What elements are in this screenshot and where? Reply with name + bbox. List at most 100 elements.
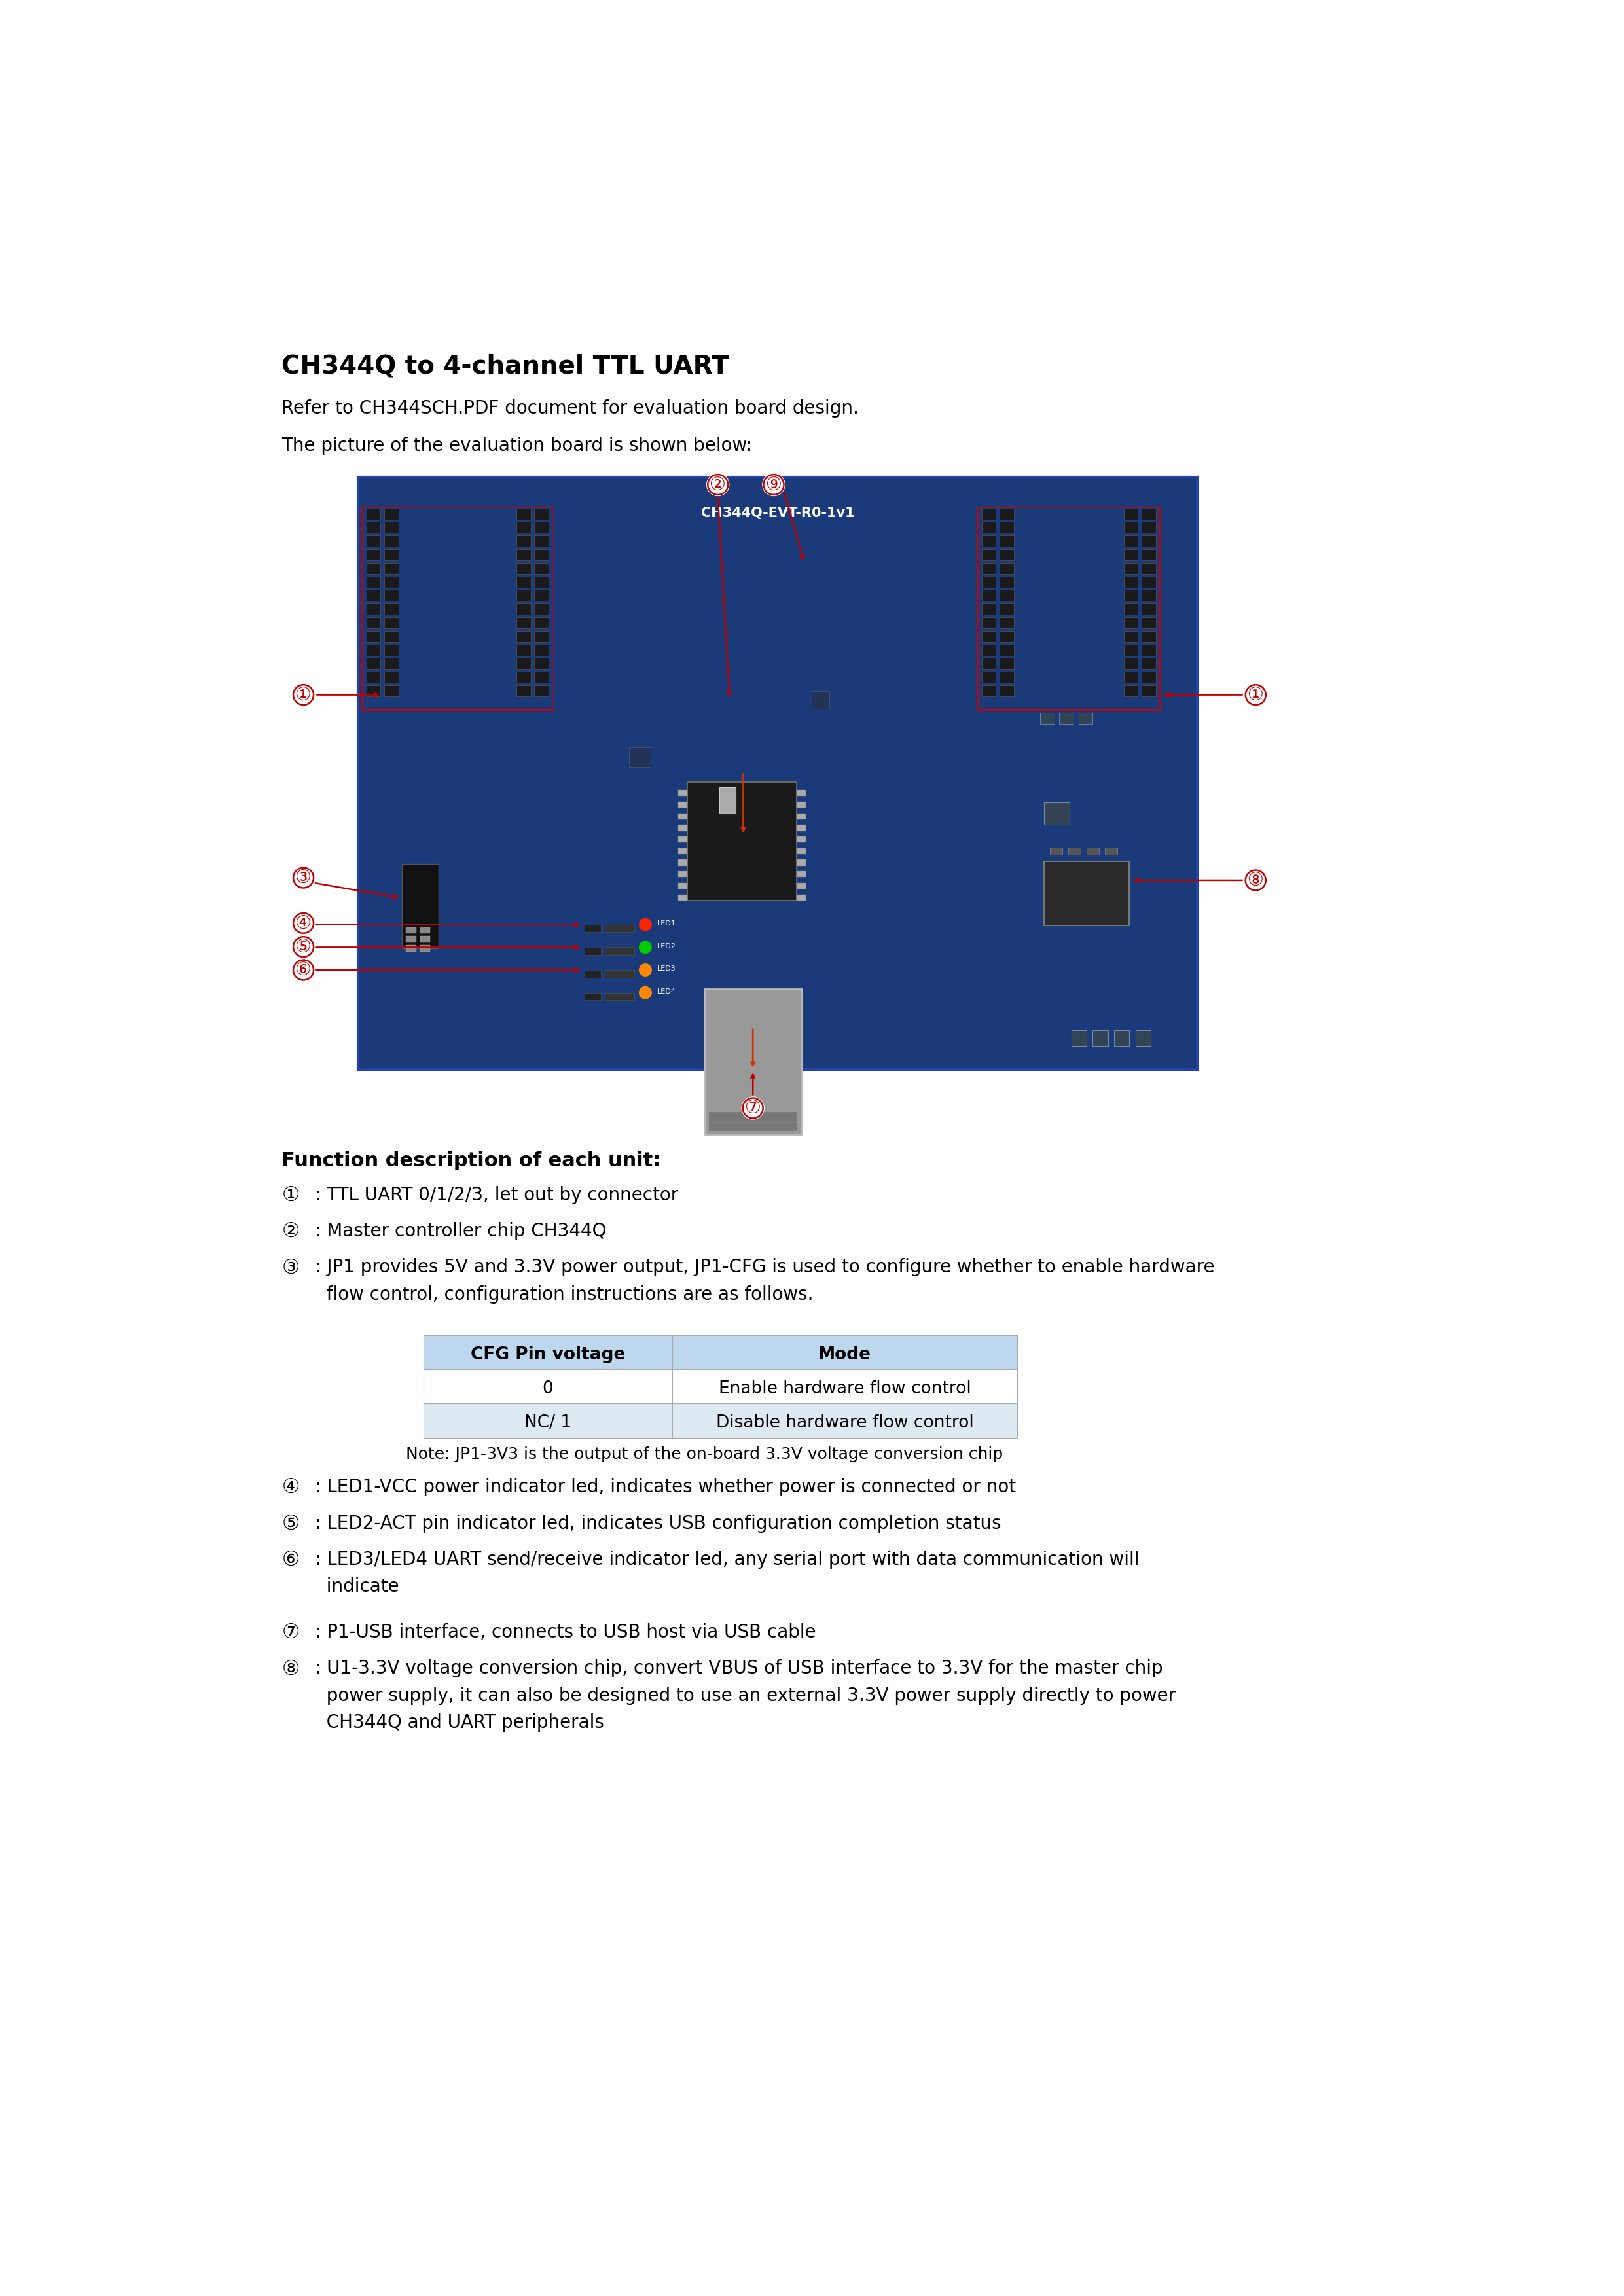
- Bar: [981, 549, 996, 560]
- Bar: [534, 576, 549, 588]
- Bar: [362, 507, 554, 709]
- Bar: [999, 576, 1013, 588]
- Bar: [1124, 507, 1138, 519]
- Bar: [1039, 714, 1054, 723]
- Text: ⑥: ⑥: [296, 960, 312, 978]
- Bar: [367, 631, 380, 643]
- Bar: [981, 659, 996, 668]
- Bar: [516, 604, 531, 615]
- Bar: [1124, 631, 1138, 643]
- Bar: [385, 659, 398, 668]
- Circle shape: [292, 960, 315, 980]
- Bar: [421, 928, 430, 932]
- Bar: [999, 631, 1013, 643]
- Bar: [796, 859, 806, 866]
- Bar: [1086, 847, 1099, 854]
- Bar: [534, 684, 549, 696]
- Text: 0: 0: [542, 1380, 554, 1398]
- Bar: [421, 937, 430, 941]
- Bar: [421, 946, 430, 951]
- Bar: [1124, 659, 1138, 668]
- Bar: [367, 507, 380, 519]
- Bar: [796, 836, 806, 843]
- Bar: [367, 618, 380, 629]
- Bar: [796, 870, 806, 877]
- Bar: [367, 576, 380, 588]
- Bar: [796, 790, 806, 797]
- Text: : P1-USB interface, connects to USB host via USB cable: : P1-USB interface, connects to USB host…: [315, 1623, 815, 1642]
- Bar: [534, 563, 549, 574]
- Bar: [1093, 1031, 1108, 1045]
- Bar: [534, 604, 549, 615]
- Bar: [1142, 563, 1156, 574]
- Text: CFG Pin voltage: CFG Pin voltage: [471, 1345, 625, 1364]
- Circle shape: [763, 473, 784, 496]
- Bar: [367, 604, 380, 615]
- Bar: [981, 576, 996, 588]
- Text: CH344Q to 4-channel TTL UART: CH344Q to 4-channel TTL UART: [281, 354, 729, 379]
- Text: ③: ③: [281, 1258, 299, 1277]
- Bar: [679, 859, 687, 866]
- Bar: [534, 659, 549, 668]
- Bar: [367, 521, 380, 533]
- Text: ③: ③: [296, 868, 312, 886]
- Circle shape: [292, 684, 315, 705]
- Bar: [385, 563, 398, 574]
- Bar: [604, 992, 635, 1001]
- Circle shape: [640, 964, 651, 976]
- Text: : LED1-VCC power indicator led, indicates whether power is connected or not: : LED1-VCC power indicator led, indicate…: [315, 1479, 1015, 1497]
- Bar: [999, 590, 1013, 602]
- Circle shape: [640, 987, 651, 999]
- Bar: [406, 928, 416, 932]
- Text: ⑨: ⑨: [765, 475, 781, 494]
- Bar: [679, 824, 687, 831]
- Bar: [981, 507, 996, 519]
- Bar: [999, 563, 1013, 574]
- Bar: [796, 824, 806, 831]
- Bar: [999, 673, 1013, 682]
- Text: LED1: LED1: [658, 921, 676, 928]
- Bar: [1142, 673, 1156, 682]
- Bar: [367, 590, 380, 602]
- Circle shape: [292, 937, 315, 957]
- Bar: [999, 684, 1013, 696]
- Bar: [981, 590, 996, 602]
- Bar: [981, 604, 996, 615]
- Bar: [585, 994, 601, 1001]
- Bar: [367, 673, 380, 682]
- Bar: [367, 645, 380, 657]
- Bar: [1142, 507, 1156, 519]
- Bar: [406, 946, 416, 951]
- Text: NC/ 1: NC/ 1: [525, 1414, 572, 1433]
- Bar: [1124, 590, 1138, 602]
- Bar: [1124, 684, 1138, 696]
- Circle shape: [1244, 870, 1267, 891]
- Bar: [1142, 535, 1156, 546]
- Bar: [1124, 535, 1138, 546]
- Bar: [385, 535, 398, 546]
- Bar: [679, 895, 687, 900]
- Text: : U1-3.3V voltage conversion chip, convert VBUS of USB interface to 3.3V for the: : U1-3.3V voltage conversion chip, conve…: [315, 1660, 1176, 1731]
- Bar: [367, 535, 380, 546]
- Bar: [534, 645, 549, 657]
- Bar: [516, 645, 531, 657]
- Bar: [687, 783, 796, 900]
- Bar: [357, 478, 1197, 1070]
- Text: LED2: LED2: [658, 944, 676, 951]
- Text: ①: ①: [281, 1185, 299, 1205]
- Bar: [516, 659, 531, 668]
- Bar: [1124, 673, 1138, 682]
- Bar: [534, 618, 549, 629]
- Text: Refer to CH344SCH.PDF document for evaluation board design.: Refer to CH344SCH.PDF document for evalu…: [281, 400, 859, 418]
- Bar: [516, 576, 531, 588]
- Bar: [516, 673, 531, 682]
- Bar: [406, 937, 416, 941]
- Bar: [1124, 618, 1138, 629]
- Text: ④: ④: [281, 1479, 299, 1497]
- Bar: [1124, 563, 1138, 574]
- Bar: [999, 521, 1013, 533]
- Bar: [796, 895, 806, 900]
- Bar: [424, 1403, 1017, 1437]
- Bar: [1124, 604, 1138, 615]
- Text: ⑥: ⑥: [281, 1550, 299, 1570]
